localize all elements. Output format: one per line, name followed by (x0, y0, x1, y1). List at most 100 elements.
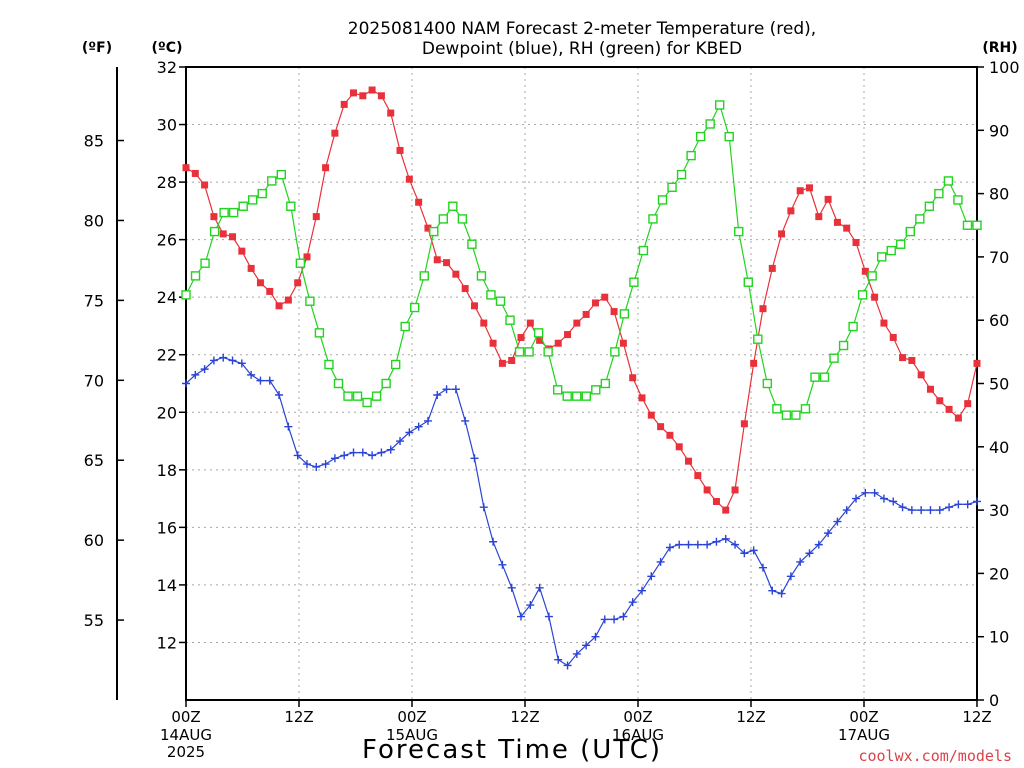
temperature-point (759, 305, 767, 313)
dewpoint-point (945, 503, 954, 512)
temperature-point (610, 308, 618, 316)
rh-point (962, 220, 973, 230)
temperature-point (433, 256, 441, 264)
temperature-point (833, 218, 841, 226)
temperature-point (880, 319, 888, 327)
temperature-point (787, 207, 795, 215)
rh-axis-unit: (RH) (982, 40, 1017, 56)
temperature-point (843, 224, 851, 232)
rh-point (810, 372, 820, 382)
dewpoint-point (414, 422, 423, 431)
dewpoint-point (907, 506, 916, 515)
rh-point (848, 321, 858, 332)
fahrenheit-tick-label: 75 (84, 291, 104, 310)
dewpoint-point (507, 583, 516, 592)
temperature-point (517, 333, 525, 341)
rh-point (343, 391, 353, 401)
temperature-point (359, 92, 367, 100)
rh-point (638, 245, 649, 256)
temperature-point (768, 264, 776, 272)
temperature-point (889, 333, 897, 341)
rh-point (829, 353, 839, 363)
rh-point (457, 214, 468, 224)
x-tick-label: 12Z (284, 708, 313, 726)
rh-tick-label: 100 (989, 58, 1020, 77)
rh-point (819, 372, 830, 382)
rh-point (743, 277, 753, 287)
temperature-point (377, 92, 385, 100)
x-tick-label: 12Z (736, 708, 765, 726)
x-tick-label: 00Z (849, 708, 878, 726)
temperature-point (685, 457, 693, 465)
dewpoint-point (554, 655, 563, 664)
temperature-point (638, 394, 646, 402)
temperature-point (256, 279, 264, 287)
temperature-point (926, 385, 934, 393)
rh-tick-label: 50 (989, 375, 1009, 394)
x-tick-label: 12Z (510, 708, 539, 726)
dewpoint-point (237, 359, 246, 368)
dewpoint-point (889, 497, 898, 506)
temperature-point (452, 270, 460, 278)
temperature-point (322, 164, 330, 172)
dewpoint-point (396, 437, 405, 446)
rh-point (276, 169, 287, 180)
temperature-point (284, 296, 292, 304)
temperature-point (973, 359, 981, 367)
rh-point (667, 182, 677, 192)
rh-point (857, 290, 868, 300)
dewpoint-point (349, 448, 358, 457)
rh-point (476, 271, 487, 281)
dewpoint-point (898, 503, 907, 512)
rh-point (324, 359, 334, 370)
dewpoint-point (479, 503, 488, 512)
rh-point (800, 404, 811, 414)
rh-point (648, 214, 658, 224)
temperature-point (303, 253, 311, 261)
rh-point (390, 359, 401, 370)
temperature-point (666, 431, 674, 439)
rh-point (581, 391, 591, 401)
fahrenheit-tick-label: 60 (84, 531, 104, 550)
rh-point (943, 176, 954, 186)
x-tick-sublabel: 15AUG (386, 726, 438, 744)
temperature-point (201, 181, 209, 189)
rh-point (381, 378, 391, 389)
dewpoint-point (647, 572, 656, 581)
dewpoint-point (731, 540, 740, 549)
rh-point (190, 271, 201, 281)
temperature-point (675, 443, 683, 451)
rh-tick-label: 0 (989, 691, 999, 710)
temperature-point (815, 213, 823, 221)
dewpoint-point (377, 448, 386, 457)
dewpoint-point (852, 494, 861, 503)
dewpoint-point (423, 416, 432, 425)
dewpoint-point (935, 506, 944, 515)
celsius-tick-label: 22 (157, 346, 177, 365)
temperature-point (415, 198, 423, 206)
temperature-point (526, 319, 534, 327)
dewpoint-point (693, 540, 702, 549)
dewpoint-point (814, 540, 823, 549)
temperature-point (191, 169, 199, 177)
dewpoint-series (182, 353, 981, 670)
rh-point (228, 207, 239, 218)
data-series (181, 86, 982, 670)
rh-point (181, 290, 191, 300)
temperature-point (657, 423, 665, 431)
temperature-point (750, 359, 758, 367)
dewpoint-point (842, 506, 851, 515)
x-tick-sublabel: 2025 (167, 743, 205, 761)
dewpoint-point (861, 488, 870, 497)
temperature-point (554, 339, 562, 347)
dewpoint-point (600, 615, 609, 624)
rh-point (200, 258, 210, 268)
temperature-point (936, 397, 944, 405)
temperature-point (238, 247, 246, 255)
rh-point (248, 195, 258, 205)
rh-tick-label: 60 (989, 311, 1009, 330)
dewpoint-point (591, 632, 600, 641)
dewpoint-point (563, 661, 572, 670)
temperature-point (601, 293, 609, 301)
